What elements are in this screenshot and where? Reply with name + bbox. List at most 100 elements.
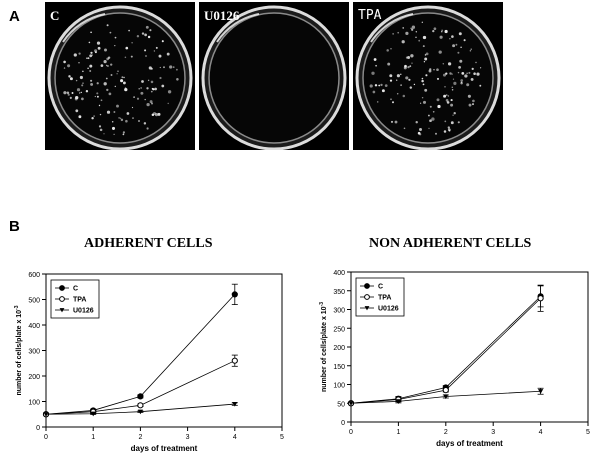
colony-dot — [411, 62, 413, 64]
colony-dot — [479, 84, 482, 87]
dish-label: TPA — [358, 8, 382, 23]
colony-dot — [457, 121, 460, 124]
colony-dot — [176, 78, 179, 81]
data-point — [395, 399, 401, 404]
colony-dot — [146, 87, 149, 90]
colony-dot — [157, 112, 161, 116]
petri-dish-image — [355, 5, 501, 150]
colony-dot — [468, 103, 472, 107]
colony-dot — [444, 29, 448, 34]
colony-dot — [103, 60, 107, 64]
colony-dot — [132, 117, 134, 120]
data-point — [231, 291, 238, 298]
colony-dot — [374, 84, 378, 87]
colony-dot — [447, 95, 450, 97]
y-tick-label: 350 — [333, 289, 345, 296]
x-axis-label: days of treatment — [131, 444, 198, 453]
colony-dot — [449, 38, 451, 40]
colony-dot — [63, 67, 66, 69]
colony-dot — [140, 91, 144, 95]
colony-dot — [390, 48, 392, 50]
y-tick-label: 200 — [333, 345, 345, 352]
colony-dot — [421, 79, 424, 83]
colony-dot — [100, 99, 103, 102]
colony-dot — [372, 90, 376, 94]
colony-dot — [452, 44, 456, 48]
colony-dot — [373, 58, 377, 61]
colony-dot — [106, 24, 109, 27]
colony-dot — [394, 120, 398, 124]
colony-dot — [74, 97, 78, 101]
colony-dot — [89, 54, 93, 58]
colony-dot — [114, 44, 116, 47]
colony-dot — [87, 57, 90, 60]
colony-dot — [470, 77, 474, 81]
colony-dot — [396, 79, 398, 81]
colony-dot — [117, 70, 119, 73]
colony-dot — [110, 74, 113, 76]
series-line — [45, 403, 235, 415]
colony-dot — [429, 105, 432, 108]
colony-dot — [428, 127, 430, 130]
colony-dot — [63, 60, 66, 64]
colony-dot — [422, 83, 425, 86]
colony-dot — [94, 95, 96, 98]
colony-dot — [122, 81, 126, 85]
colony-dot — [424, 88, 428, 92]
colony-dot — [409, 86, 413, 89]
y-tick-label: 600 — [28, 272, 40, 279]
colony-dot — [376, 101, 379, 103]
colony-dot — [436, 98, 440, 102]
colony-dot — [100, 64, 104, 67]
colony-dot — [124, 56, 127, 59]
colony-dot — [172, 66, 175, 68]
colony-dot — [96, 95, 99, 98]
data-point — [43, 412, 49, 417]
colony-dot — [176, 68, 178, 71]
legend-marker — [364, 294, 370, 300]
colony-dot — [409, 65, 412, 68]
colony-dot — [90, 31, 92, 34]
colony-dot — [87, 67, 89, 70]
colony-dot — [451, 73, 453, 75]
colony-dot — [136, 97, 140, 100]
colony-dot — [421, 96, 424, 99]
colony-dot — [143, 122, 147, 125]
x-tick-label: 2 — [444, 429, 448, 436]
colony-dot — [402, 94, 406, 98]
colony-dot — [447, 128, 451, 132]
colony-dot — [455, 43, 458, 46]
colony-dot — [457, 71, 460, 74]
colony-dot — [466, 83, 470, 87]
dish-inner-rim — [362, 12, 494, 144]
series-line — [45, 294, 236, 415]
colony-dot — [386, 49, 389, 52]
x-tick-label: 5 — [280, 434, 284, 441]
colony-dot — [78, 52, 81, 55]
colony-dot — [90, 82, 94, 86]
data-point — [137, 402, 144, 409]
colony-dot — [126, 112, 130, 115]
colony-dot — [80, 91, 82, 94]
y-tick-label: 200 — [28, 374, 40, 381]
colony-dot — [421, 77, 424, 80]
colony-dot — [375, 64, 377, 67]
x-tick-label: 0 — [44, 434, 48, 441]
colony-dot — [460, 46, 462, 48]
colony-dot — [151, 87, 154, 90]
y-axis-label: number of cells/plate x 10-3 — [14, 305, 23, 395]
colony-dot — [470, 48, 472, 50]
colony-dot — [415, 31, 417, 33]
legend-marker — [59, 308, 65, 313]
colony-dot — [136, 35, 140, 38]
colony-dot — [161, 84, 165, 88]
legend-label: TPA — [378, 295, 391, 302]
legend-label: TPA — [73, 297, 86, 304]
colony-dot — [396, 74, 400, 78]
colony-dot — [63, 91, 67, 95]
colony-dot — [396, 93, 399, 95]
colony-dot — [475, 61, 477, 64]
y-tick-label: 400 — [333, 270, 345, 277]
legend-marker — [364, 306, 370, 311]
colony-dot — [451, 89, 454, 91]
